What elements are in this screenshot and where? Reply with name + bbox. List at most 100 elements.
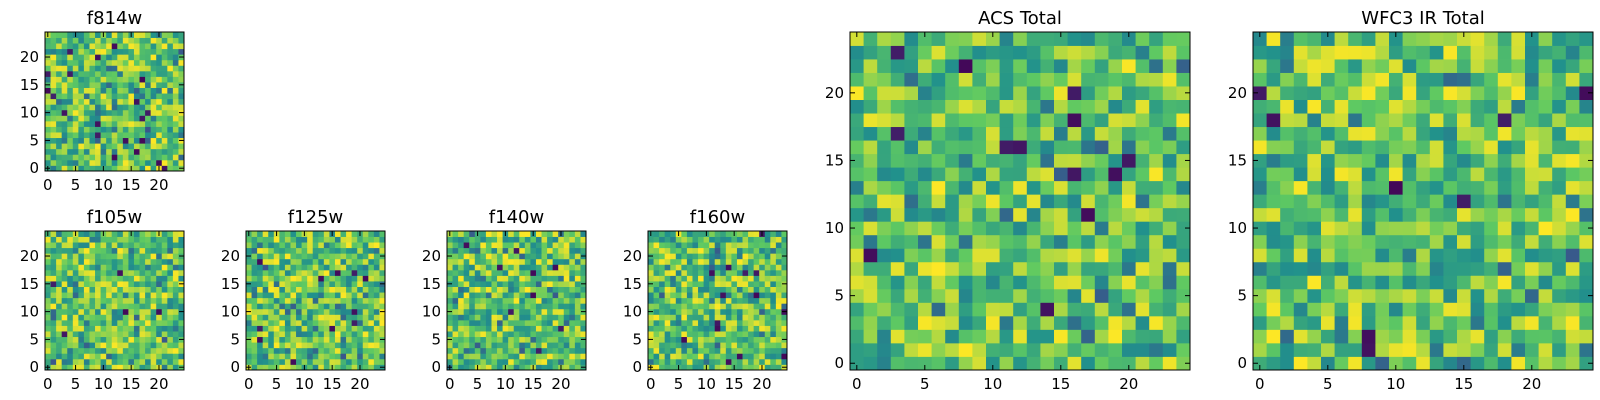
heatmap-cell — [1176, 86, 1191, 100]
heatmap-cell — [653, 325, 660, 332]
heatmap-cell — [56, 76, 63, 83]
heatmap-cell — [775, 347, 782, 354]
heatmap-cell — [519, 292, 526, 299]
heatmap-cell — [133, 120, 140, 127]
heatmap-cell — [156, 319, 163, 326]
heatmap-cell — [1149, 261, 1164, 276]
heatmap-cell — [863, 275, 878, 290]
heatmap-cell — [122, 314, 129, 321]
heatmap-cell — [1579, 248, 1594, 263]
heatmap-cell — [346, 292, 353, 299]
heatmap-cell — [72, 258, 79, 265]
heatmap-cell — [351, 325, 358, 332]
heatmap-cell — [748, 236, 755, 243]
heatmap-cell — [178, 126, 185, 133]
heatmap-cell — [122, 48, 129, 55]
heatmap-cell — [45, 59, 51, 66]
heatmap-cell — [307, 319, 314, 326]
heatmap-cell — [1361, 99, 1376, 114]
heatmap-cell — [318, 314, 325, 321]
heatmap-cell — [759, 292, 766, 299]
heatmap-cell — [502, 236, 509, 243]
heatmap-cell — [1054, 99, 1068, 114]
heatmap-cell — [106, 159, 113, 166]
heatmap-cell — [508, 264, 515, 271]
heatmap-cell — [463, 253, 470, 260]
heatmap-cell — [653, 275, 660, 282]
heatmap-cell — [100, 59, 107, 66]
heatmap-cell — [1484, 261, 1499, 276]
heatmap-cell — [714, 258, 721, 265]
heatmap-cell — [246, 358, 252, 365]
heatmap-cell — [50, 247, 57, 254]
heatmap-cell — [1321, 288, 1335, 303]
heatmap-cell — [1266, 194, 1281, 209]
heatmap-cell — [447, 258, 453, 265]
heatmap-cell — [452, 314, 459, 321]
heatmap-cell — [106, 137, 113, 144]
heatmap-cell — [95, 43, 101, 50]
heatmap-cell — [1013, 288, 1028, 303]
x-tick-label: 5 — [473, 375, 483, 393]
heatmap-cell — [89, 76, 96, 83]
heatmap-cell — [167, 37, 174, 44]
heatmap-cell — [999, 329, 1014, 344]
heatmap-cell — [251, 325, 258, 332]
heatmap-cell — [535, 297, 542, 304]
heatmap-cell — [296, 358, 302, 365]
heatmap-cell — [720, 253, 727, 260]
heatmap-cell — [1054, 45, 1068, 60]
heatmap-cell — [100, 236, 107, 243]
heatmap-cell — [447, 358, 453, 365]
heatmap-cell — [156, 247, 163, 254]
heatmap-cell — [145, 325, 152, 332]
heatmap-cell — [357, 319, 364, 326]
heatmap-cell — [72, 308, 79, 315]
heatmap-cell — [547, 236, 554, 243]
y-tick-label: 0 — [834, 354, 844, 372]
heatmap-cell — [156, 269, 163, 276]
heatmap-cell — [1416, 234, 1431, 249]
heatmap-cell — [56, 336, 63, 343]
heatmap-cell — [122, 342, 129, 349]
heatmap-cell — [508, 236, 515, 243]
heatmap-cell — [485, 353, 492, 360]
heatmap-cell — [128, 325, 135, 332]
heatmap-cell — [128, 148, 135, 155]
heatmap-cell — [296, 231, 302, 237]
heatmap-cell — [670, 308, 677, 315]
heatmap-cell — [273, 242, 280, 249]
heatmap-cell — [50, 159, 57, 166]
heatmap-cell — [999, 221, 1014, 236]
heatmap-cell — [50, 154, 57, 161]
heatmap-cell — [731, 336, 738, 343]
heatmap-cell — [56, 364, 63, 371]
heatmap-cell — [698, 303, 704, 310]
heatmap-cell — [351, 364, 358, 371]
heatmap-cell — [877, 99, 892, 114]
heatmap-cell — [122, 358, 129, 365]
heatmap-cell — [67, 286, 74, 293]
heatmap-cell — [83, 325, 90, 332]
heatmap-cell — [497, 297, 503, 304]
heatmap-cell — [918, 342, 932, 357]
heatmap-cell — [452, 292, 459, 299]
heatmap-cell — [100, 325, 107, 332]
heatmap-cell — [1470, 153, 1485, 168]
heatmap-cell — [172, 98, 179, 105]
heatmap-cell — [145, 115, 152, 122]
heatmap-cell — [50, 126, 57, 133]
y-tick-label: 20 — [623, 247, 642, 265]
heatmap-cell — [1307, 113, 1322, 128]
heatmap-cell — [725, 347, 732, 354]
heatmap-cell — [83, 93, 90, 100]
heatmap-cell — [351, 336, 358, 343]
heatmap-cell — [709, 325, 716, 332]
heatmap-cell — [178, 286, 185, 293]
heatmap-cell — [251, 242, 258, 249]
heatmap-cell — [1416, 113, 1431, 128]
heatmap-cell — [334, 269, 341, 276]
heatmap-cell — [296, 336, 302, 343]
heatmap-cell — [1266, 59, 1281, 73]
heatmap-cell — [1579, 32, 1594, 46]
